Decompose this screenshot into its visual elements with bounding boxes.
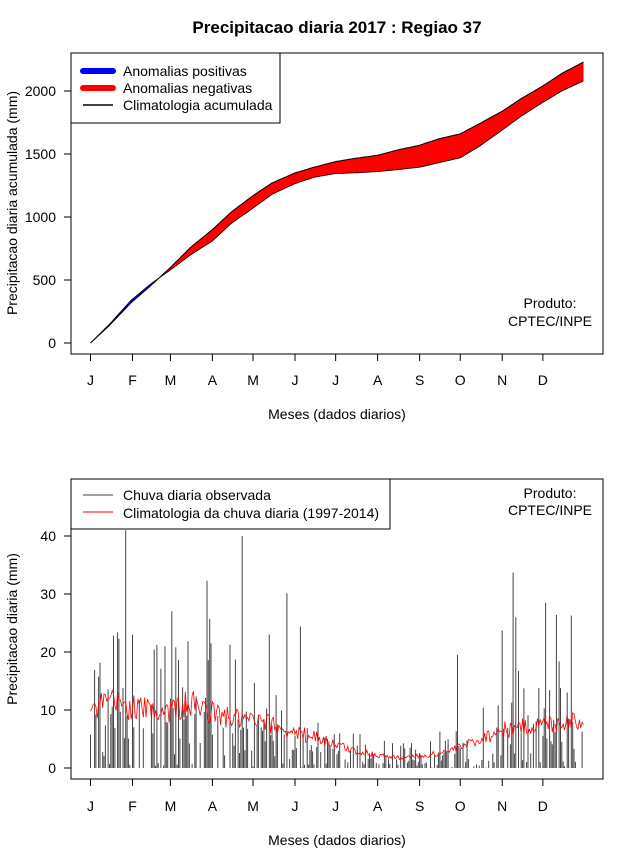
x-tick-label: A — [208, 372, 218, 388]
x-tick-label: O — [455, 798, 466, 814]
x-tick-label: A — [373, 798, 383, 814]
negative-anomaly-area — [159, 62, 584, 278]
product-label: Produto: — [524, 295, 577, 311]
daily-legend-box — [70, 478, 391, 530]
legend-daily-climatology-label: Climatologia da chuva diaria (1997-2014) — [123, 505, 379, 521]
accumulated-x-label: Meses (dados diarios) — [268, 406, 406, 422]
accumulated-panel: 0 500 1000 1500 2000 J F M A M J J A S O N D Meses (dad… — [4, 52, 604, 422]
y-tick-label: 20 — [40, 644, 56, 660]
chart-title: Precipitacao diaria 2017 : Regiao 37 — [192, 18, 481, 37]
daily-legend: Chuva diaria observada Climatologia da c… — [70, 478, 391, 530]
product-source: CPTEC/INPE — [508, 313, 592, 329]
product-label: Produto: — [524, 485, 577, 501]
x-tick-label: J — [332, 798, 339, 814]
observed-accumulated-line — [90, 80, 584, 344]
accumulated-y-axis: 0 500 1000 1500 2000 — [25, 83, 72, 351]
x-tick-label: D — [538, 372, 548, 388]
y-tick-label: 10 — [40, 702, 56, 718]
x-tick-label: D — [538, 798, 548, 814]
product-source: CPTEC/INPE — [508, 502, 592, 518]
y-tick-label: 40 — [40, 528, 56, 544]
legend-negative-label: Anomalias negativas — [123, 80, 252, 96]
y-tick-label: 30 — [40, 586, 56, 602]
x-tick-label: S — [415, 372, 424, 388]
x-tick-label: F — [128, 798, 137, 814]
daily-y-label: Precipitacao diaria (mm) — [4, 553, 20, 705]
x-tick-label: J — [87, 798, 94, 814]
legend-positive-label: Anomalias positivas — [123, 63, 247, 79]
y-tick-label: 0 — [48, 760, 56, 776]
daily-observed-bars — [90, 530, 583, 768]
x-tick-label: M — [165, 798, 177, 814]
y-tick-label: 2000 — [25, 83, 56, 99]
x-tick-label: F — [128, 372, 137, 388]
daily-y-axis: 0 10 20 30 40 — [40, 528, 72, 776]
x-tick-label: N — [497, 372, 507, 388]
y-tick-label: 1000 — [25, 209, 56, 225]
daily-panel: 0 10 20 30 40 J F M A M J J A S O N D Meses (dados diar… — [4, 478, 604, 848]
daily-climatology-line — [90, 689, 584, 761]
x-tick-label: J — [292, 372, 299, 388]
x-tick-label: S — [415, 798, 424, 814]
x-tick-label: J — [87, 372, 94, 388]
legend-observed-label: Chuva diaria observada — [123, 487, 271, 503]
x-tick-label: O — [455, 372, 466, 388]
x-tick-label: N — [497, 798, 507, 814]
y-tick-label: 500 — [33, 272, 57, 288]
x-tick-label: J — [332, 372, 339, 388]
x-tick-label: A — [373, 372, 383, 388]
climatology-accumulated-line — [90, 61, 584, 344]
x-tick-label: M — [247, 798, 259, 814]
daily-x-label: Meses (dados diarios) — [268, 832, 406, 848]
accumulated-legend: Anomalias positivas Anomalias negativas … — [70, 52, 281, 124]
accumulated-y-label: Precipitacao diaria acumulada (mm) — [4, 91, 20, 315]
legend-climatology-label: Climatologia acumulada — [123, 97, 273, 113]
x-tick-label: J — [292, 798, 299, 814]
y-tick-label: 1500 — [25, 146, 56, 162]
x-tick-label: M — [165, 372, 177, 388]
x-tick-label: A — [208, 798, 218, 814]
x-tick-label: M — [247, 372, 259, 388]
y-tick-label: 0 — [48, 335, 56, 351]
